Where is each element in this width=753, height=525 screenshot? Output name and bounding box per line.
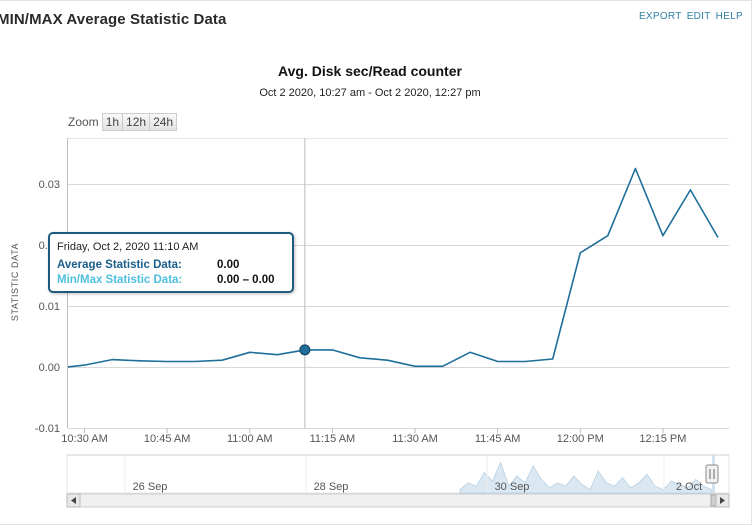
zoom-1h-button[interactable]: 1h xyxy=(101,113,124,131)
tooltip-minmax-value: 0.00 – 0.00 xyxy=(217,274,275,286)
panel-title: MIN/MAX Average Statistic Data xyxy=(0,11,227,28)
chart-title: Avg. Disk sec/Read counter xyxy=(278,63,462,79)
zoom-label: Zoom xyxy=(68,115,99,129)
edit-link[interactable]: EDIT xyxy=(686,11,711,22)
chart-tooltip: Friday, Oct 2, 2020 11:10 AM Average Sta… xyxy=(48,232,294,293)
tooltip-average-label: Average Statistic Data: xyxy=(57,259,182,271)
export-link[interactable]: EXPORT xyxy=(638,11,682,22)
panel-header: MIN/MAX Average Statistic Data EXPORT EDI… xyxy=(0,0,753,40)
help-link[interactable]: HELP xyxy=(715,11,743,22)
tooltip-average-value: 0.00 xyxy=(217,259,240,271)
chart-subtitle: Oct 2 2020, 10:27 am - Oct 2 2020, 12:27… xyxy=(259,87,481,99)
tooltip-average-row: Average Statistic Data: 0.00 xyxy=(57,259,239,271)
zoom-12h-button[interactable]: 12h xyxy=(122,113,151,131)
panel-actions: EXPORT EDIT HELP xyxy=(634,11,743,22)
zoom-controls: Zoom 1h 12h 24h xyxy=(68,113,178,131)
tooltip-minmax-label: Min/Max Statistic Data: xyxy=(57,274,183,286)
tooltip-minmax-row: Min/Max Statistic Data: 0.00 – 0.00 xyxy=(57,274,275,286)
zoom-24h-button[interactable]: 24h xyxy=(149,113,178,131)
tooltip-date: Friday, Oct 2, 2020 11:10 AM xyxy=(57,241,199,253)
